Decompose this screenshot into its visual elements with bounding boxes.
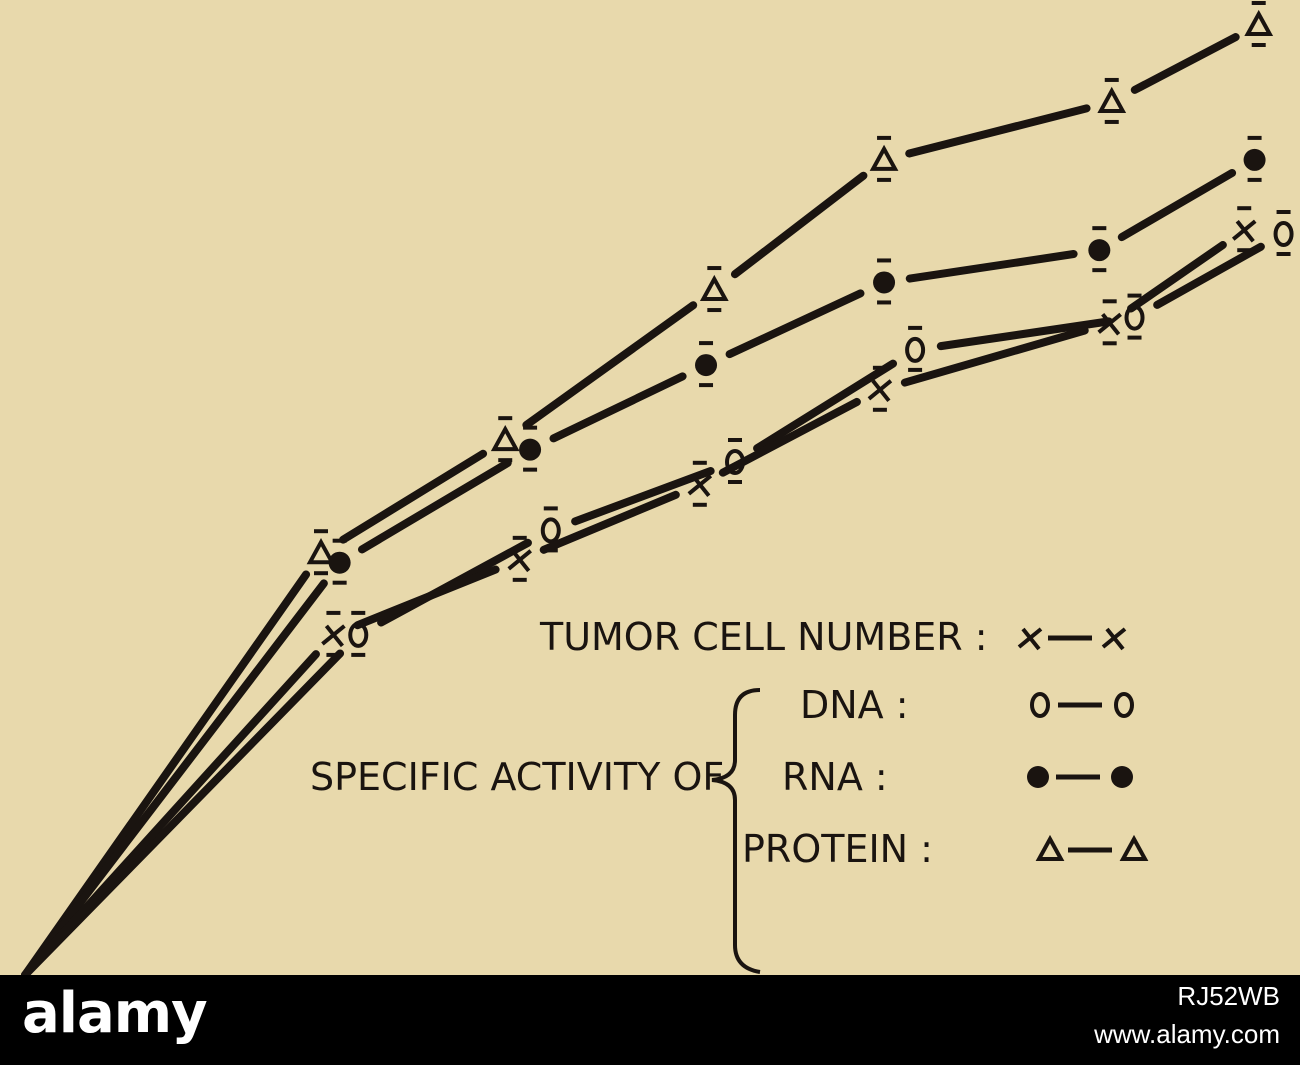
legend-marker xyxy=(1101,627,1127,651)
data-point xyxy=(540,517,561,544)
series-segment xyxy=(730,171,868,279)
series-segment xyxy=(936,317,1113,351)
watermark-url: www.alamy.com xyxy=(1094,1019,1280,1049)
series-segment xyxy=(1127,240,1227,313)
data-point xyxy=(867,379,893,403)
data-point xyxy=(695,354,718,377)
data-point xyxy=(905,336,926,363)
series-segment xyxy=(339,449,488,544)
data-point xyxy=(507,549,532,573)
series-segment xyxy=(753,359,898,453)
legend-protein-label: PROTEIN : xyxy=(742,827,933,871)
series-segment xyxy=(357,458,512,554)
legend-samples xyxy=(1017,627,1149,861)
series-segment xyxy=(900,326,1089,387)
legend-marker xyxy=(1017,627,1043,651)
data-point xyxy=(328,551,351,574)
data-point xyxy=(1243,148,1266,171)
watermark-logo: alamy xyxy=(22,981,208,1046)
chart: TUMOR CELL NUMBER : SPECIFIC ACTIVITY OF… xyxy=(21,1,1294,975)
series-segment xyxy=(1153,242,1265,309)
data-point xyxy=(1231,219,1257,243)
legend-sample xyxy=(1027,766,1133,788)
legend-marker xyxy=(1111,766,1133,788)
legend-tumor-label: TUMOR CELL NUMBER : xyxy=(539,615,988,659)
data-point xyxy=(519,438,542,461)
series-segment xyxy=(353,565,500,630)
series-segment xyxy=(1117,168,1237,242)
data-point xyxy=(687,474,713,498)
legend-marker xyxy=(1035,834,1065,861)
series-segment xyxy=(549,372,687,443)
data-point xyxy=(873,271,896,294)
data-point xyxy=(1273,221,1294,247)
legend-sample xyxy=(1017,627,1127,651)
series-segment xyxy=(905,250,1078,283)
series-rna xyxy=(21,135,1266,975)
data-point xyxy=(699,274,729,302)
legend-sample xyxy=(1035,834,1149,861)
series-segment xyxy=(571,467,715,526)
data-point xyxy=(1097,312,1122,336)
series-segment xyxy=(21,650,320,975)
data-point xyxy=(1088,239,1111,262)
series-tumor-cell-number xyxy=(21,206,1257,975)
data-point xyxy=(306,538,336,565)
data-point xyxy=(1244,9,1274,36)
legend: TUMOR CELL NUMBER : SPECIFIC ACTIVITY OF… xyxy=(310,615,1149,974)
series-segment xyxy=(718,397,861,477)
data-point xyxy=(490,424,520,452)
series-segment xyxy=(1130,33,1240,94)
legend-marker xyxy=(1030,692,1050,718)
legend-group-label: SPECIFIC ACTIVITY OF xyxy=(310,755,724,799)
legend-brace xyxy=(711,688,761,974)
legend-marker xyxy=(1119,834,1149,861)
data-point xyxy=(869,144,899,171)
series-segment xyxy=(522,301,698,429)
data-point xyxy=(1097,86,1127,113)
legend-marker xyxy=(1027,766,1049,788)
series-protein xyxy=(21,1,1274,975)
series-segment xyxy=(725,289,865,359)
series-layer xyxy=(21,1,1294,975)
legend-rna-label: RNA : xyxy=(782,755,888,799)
series-segment xyxy=(21,579,328,975)
watermark-bar: alamy RJ52WB www.alamy.com xyxy=(0,975,1300,1065)
data-point xyxy=(321,624,346,648)
watermark-image-id: RJ52WB xyxy=(1177,981,1280,1011)
legend-dna-label: DNA : xyxy=(800,683,909,727)
legend-marker xyxy=(1114,692,1134,718)
legend-sample xyxy=(1030,692,1134,718)
series-segment xyxy=(905,104,1091,158)
series-segment xyxy=(539,490,680,554)
